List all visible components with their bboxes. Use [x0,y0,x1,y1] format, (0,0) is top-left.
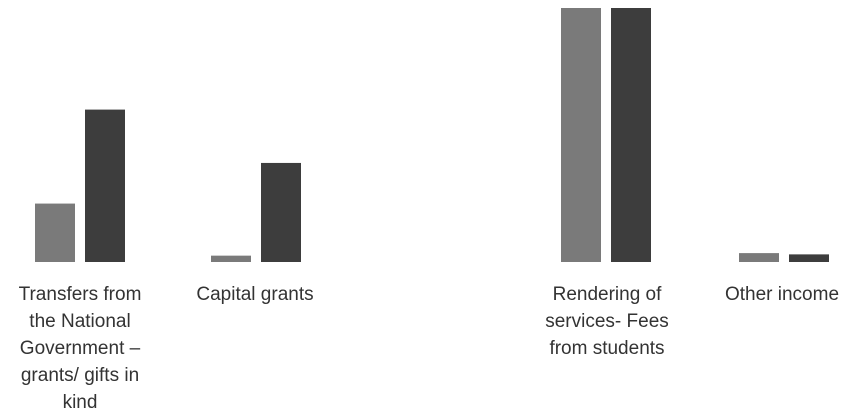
category-label-line: Other income [725,284,839,305]
category-label-line: Rendering of [553,284,663,305]
bar-series2-cat4 [789,254,829,262]
bars-group [35,8,829,262]
bar-series2-cat3 [611,8,651,262]
category-label-line: Transfers from [19,284,142,305]
category-label-1: Transfers from the National Government – gr… [19,284,142,413]
bar-series1-cat4 [739,253,779,262]
category-label-line: services- Fees [545,311,669,332]
category-label-line: kind [63,392,98,413]
category-label-line: grants/ gifts in [21,365,139,386]
category-label-line: from students [549,338,664,359]
bar-series2-cat2 [261,163,301,262]
category-labels: Transfers from the National Government – gr… [19,284,839,413]
bar-series1-cat2 [211,256,251,262]
category-label-3: Rendering of services- Fees from students [545,284,669,359]
bar-series2-cat1 [85,110,125,262]
category-label-2: Capital grants [196,284,313,305]
category-label-4: Other income [725,284,839,305]
bar-series1-cat1 [35,204,75,262]
bar-series1-cat3 [561,8,601,262]
category-label-line: Government – [20,338,141,359]
category-label-line: Capital grants [196,284,313,305]
category-label-line: the National [29,311,130,332]
